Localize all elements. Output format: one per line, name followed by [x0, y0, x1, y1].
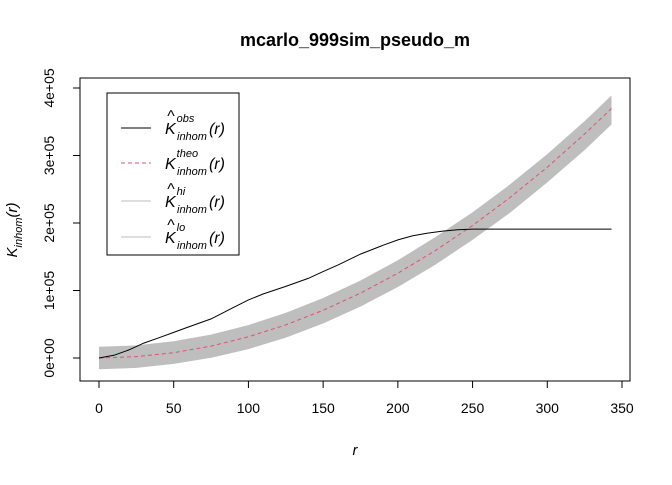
legend-hat-lo: ^: [167, 217, 175, 234]
legend-hat-hi: ^: [167, 181, 175, 198]
legend-label-theo: Ktheo inhom (r): [165, 148, 225, 178]
x-axis: 0 50 100 150 200 250 300 350: [95, 380, 634, 416]
x-axis-label: r: [353, 442, 359, 459]
legend-label-lo: Klo inhom (r): [165, 222, 225, 252]
legend: Kobs inhom (r)^Ktheo inhom (r)Khi inhom (r)^Kl…: [106, 92, 240, 256]
y-tick-label: 1e+05: [41, 271, 57, 311]
series-line-theo: [98, 108, 612, 359]
x-tick-label: 0: [95, 400, 103, 416]
legend-item-lo: Klo inhom (r)^: [121, 217, 225, 252]
envelope-band-layer: [98, 95, 612, 370]
legend-item-hi: Khi inhom (r)^: [121, 181, 225, 216]
y-axis-label-arg: (r): [4, 203, 21, 218]
series-line-hi: [98, 95, 612, 348]
y-tick-label: 0e+00: [41, 338, 57, 378]
x-tick-label: 250: [461, 400, 485, 416]
y-axis-label: Kinhom(r): [4, 203, 25, 258]
x-tick-label: 200: [386, 400, 410, 416]
y-axis-label-sub: inhom: [13, 218, 25, 248]
series-line-layer: [98, 108, 612, 359]
legend-box: [106, 92, 240, 256]
y-axis: 0e+00 1e+05 2e+05 3e+05 4e+05: [41, 68, 81, 378]
x-tick-label: 50: [166, 400, 182, 416]
y-tick-label: 4e+05: [41, 68, 57, 108]
svg-text:Kinhom(r): Kinhom(r): [4, 203, 25, 258]
y-tick-label: 3e+05: [41, 136, 57, 176]
chart-title: mcarlo_999sim_pseudo_m: [240, 30, 470, 50]
x-tick-label: 350: [610, 400, 634, 416]
y-axis-label-main: K: [4, 246, 21, 257]
series-line-lo: [98, 123, 612, 370]
legend-label-hi: Khi inhom (r): [165, 186, 225, 216]
y-tick-label: 2e+05: [41, 203, 57, 243]
series-line-obs: [98, 228, 612, 359]
legend-hat-obs: ^: [167, 108, 175, 125]
legend-item-theo: Ktheo inhom (r): [121, 148, 225, 178]
legend-item-obs: Kobs inhom (r)^: [121, 108, 225, 143]
x-tick-label: 300: [536, 400, 560, 416]
x-tick-label: 100: [237, 400, 261, 416]
x-tick-label: 150: [311, 400, 335, 416]
legend-label-obs: Kobs inhom (r): [165, 113, 225, 143]
